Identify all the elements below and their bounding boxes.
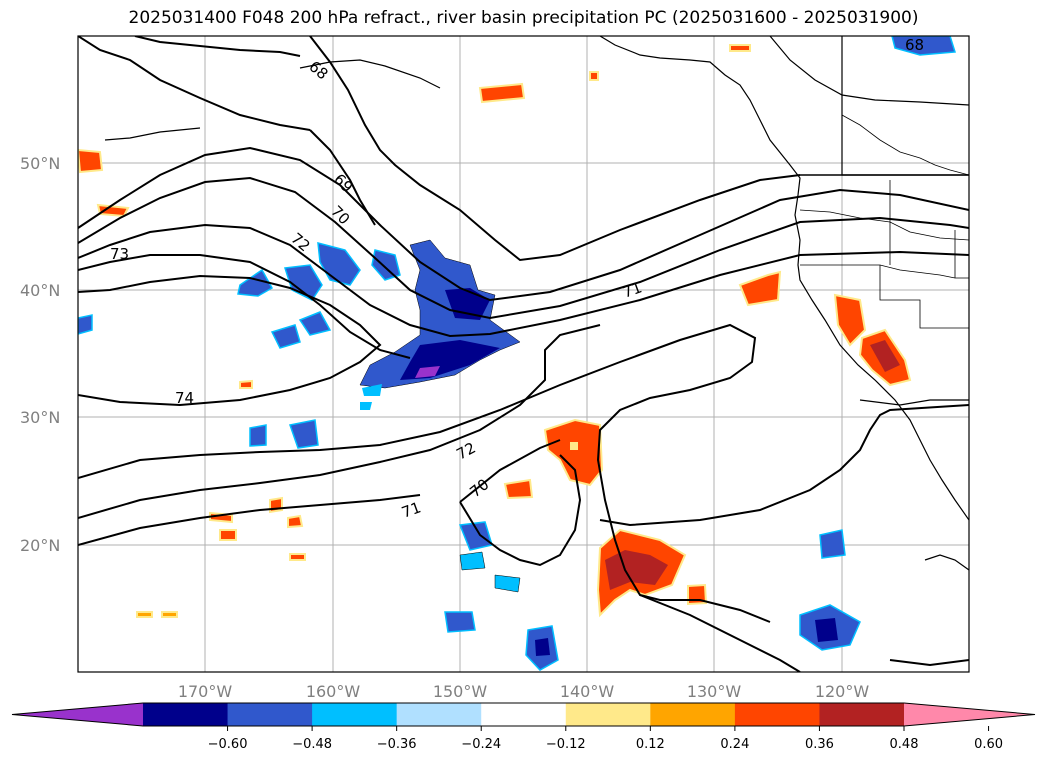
lon-label-170w: 170°W [178,682,233,701]
lon-label-150w: 150°W [433,682,488,701]
lat-label-40n: 40°N [20,281,60,300]
colorbar-extend-low [12,703,143,726]
colorbar-tick-label: −0.48 [292,737,332,752]
lat-label-50n: 50°N [20,154,60,173]
map-border [77,35,970,673]
colorbar-swatch [312,703,398,726]
contour-label-74: 74 [175,389,194,407]
lat-label-30n: 30°N [20,408,60,427]
negative-precip-patches [78,36,956,671]
lon-label-140w: 140°W [560,682,615,701]
colorbar-swatch [565,703,651,726]
contour-label-71-north: 71 [620,278,644,301]
colorbar-tick-label: −0.12 [546,737,586,752]
map-title: 2025031400 F048 200 hPa refract., river … [128,8,919,28]
contour-label-68-east: 68 [905,36,924,54]
longitude-labels: 170°W 160°W 150°W 140°W 130°W 120°W [178,682,870,701]
coastlines [104,36,969,571]
latitude-labels: 50°N 40°N 30°N 20°N [20,154,60,555]
colorbar-tick-label: −0.24 [461,737,501,752]
colorbar-outline [11,702,1036,727]
colorbar-swatch [227,703,313,726]
colorbar-tick-label: −0.60 [208,737,248,752]
lon-label-130w: 130°W [687,682,742,701]
colorbar-tick-label: 0.24 [720,737,749,752]
map-panel [78,36,969,672]
colorbar: −0.60 −0.48 −0.36 −0.24 −0.12 0.12 0.24 0.36 0.4… [11,702,1036,752]
colorbar-swatch [650,703,736,726]
lat-label-20n: 20°N [20,536,60,555]
lon-label-160w: 160°W [306,682,361,701]
contour-label-73: 73 [110,245,129,263]
colorbar-swatch [734,703,820,726]
refractivity-contours [78,36,969,672]
colorbar-swatch [481,703,567,726]
colorbar-tick-label: 0.60 [974,737,1003,752]
colorbar-extend-high [904,703,1035,726]
contour-label-71-south: 71 [399,498,423,521]
colorbar-tick-label: 0.48 [890,737,919,752]
colorbar-tick-label: 0.12 [636,737,665,752]
colorbar-tick-label: −0.36 [377,737,417,752]
colorbar-swatch [819,703,905,726]
colorbar-tick-label: 0.36 [805,737,834,752]
graticule [78,36,969,672]
colorbar-swatch [143,703,229,726]
lon-label-120w: 120°W [815,682,870,701]
colorbar-swatch [396,703,482,726]
